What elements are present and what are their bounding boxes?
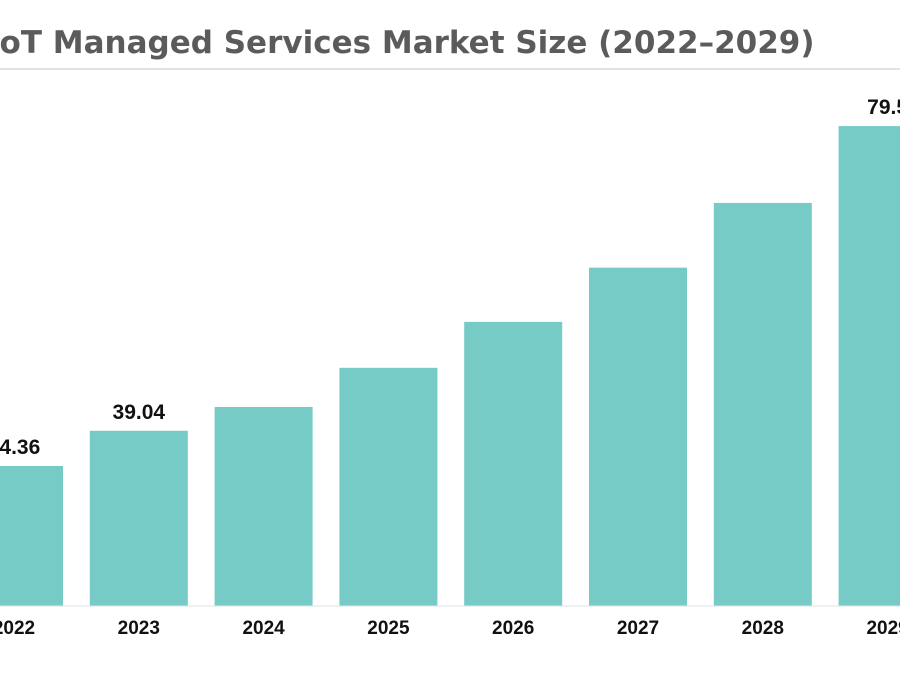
bar-2022 (0, 466, 63, 606)
data-label: 34.36 (0, 436, 40, 459)
x-tick-label: 2022 (0, 618, 35, 639)
x-tick-label: 2029 (866, 618, 900, 639)
bar-2023 (89, 430, 188, 606)
chart-title: IoT Managed Services Market Size (2022–2… (0, 25, 815, 61)
bar-2028 (713, 202, 812, 606)
bar-2026 (464, 321, 563, 606)
data-label: 39.04 (113, 401, 166, 424)
bar-2024 (214, 406, 313, 606)
x-tick-label: 2025 (367, 618, 410, 639)
bar-2027 (589, 267, 687, 606)
data-label: 79.5 (867, 96, 900, 119)
x-tick-label: 2027 (617, 618, 659, 639)
bar-2025 (339, 367, 438, 606)
x-tick-label: 2023 (118, 618, 160, 639)
x-tick-label: 2024 (242, 618, 285, 639)
x-tick-label: 2026 (492, 618, 534, 639)
bar-2029 (838, 126, 900, 607)
x-tick-label: 2028 (742, 618, 784, 639)
